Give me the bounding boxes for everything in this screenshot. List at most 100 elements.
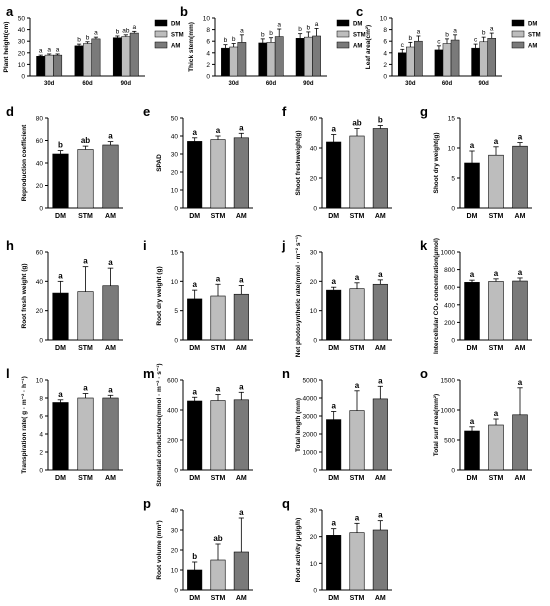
- significance-letter: a: [355, 273, 360, 282]
- x-tick-label: 90d: [121, 81, 132, 87]
- y-tick-label: 10: [171, 188, 179, 195]
- x-tick-label: DM: [189, 595, 200, 602]
- significance-letter: b: [224, 37, 228, 44]
- bar-stm: [229, 46, 239, 77]
- y-tick-label: 0: [451, 206, 455, 213]
- bar-am: [512, 145, 528, 209]
- legend-swatch-am: [336, 41, 350, 49]
- bar-am: [233, 293, 249, 341]
- panel-o: o Total surf area(mm²) 0 500 1000 1500 a DM a STM…: [420, 366, 532, 482]
- significance-letter: a: [132, 24, 136, 31]
- panel-g: g Shoot dry weight(g) 0 5 10 15 a DM a STM a AM: [420, 104, 532, 220]
- y-tick-label: 80: [36, 116, 44, 123]
- x-tick-label: DM: [467, 475, 478, 482]
- panel-label: p: [143, 496, 151, 511]
- y-tick-label: 1000: [441, 408, 456, 415]
- bar-stm: [210, 400, 226, 471]
- y-tick-label: 50: [18, 16, 26, 23]
- x-tick-label: DM: [328, 475, 339, 482]
- panel-label: f: [282, 104, 287, 119]
- bar-dm: [258, 42, 268, 77]
- bar-dm: [397, 52, 407, 77]
- significance-letter: a: [331, 402, 336, 411]
- x-tick-label: DM: [55, 213, 66, 220]
- bar-stm: [303, 36, 313, 77]
- y-tick-label: 20: [18, 50, 26, 57]
- bar-am: [237, 42, 247, 77]
- significance-letter: a: [108, 385, 113, 394]
- significance-letter: a: [518, 133, 523, 142]
- y-axis-title: Root fresh weight (g): [21, 264, 28, 329]
- significance-letter: a: [315, 21, 319, 28]
- significance-letter: a: [331, 125, 336, 134]
- significance-letter: a: [216, 274, 221, 283]
- x-tick-label: AM: [375, 213, 386, 220]
- x-tick-label: DM: [328, 213, 339, 220]
- bar-stm: [479, 41, 488, 77]
- y-tick-label: 0: [451, 468, 455, 475]
- x-tick-label: DM: [189, 345, 200, 352]
- y-tick-label: 10: [18, 62, 26, 69]
- bar-dm: [187, 569, 203, 591]
- x-tick-label: STM: [489, 213, 504, 220]
- bar-stm: [349, 410, 365, 471]
- y-tick-label: 400: [167, 408, 178, 415]
- significance-letter: a: [94, 30, 98, 37]
- significance-letter: a: [417, 28, 421, 35]
- significance-letter: b: [77, 37, 81, 44]
- x-tick-label: STM: [350, 595, 365, 602]
- x-tick-label: AM: [515, 213, 526, 220]
- y-tick-label: 8: [383, 27, 387, 34]
- bar-dm: [187, 141, 203, 209]
- bar-am: [102, 144, 119, 209]
- y-tick-label: 5000: [303, 378, 318, 385]
- bar-am: [274, 36, 284, 77]
- y-axis-title: Shoot dry weight(g): [433, 132, 440, 193]
- y-tick-label: 3000: [303, 414, 318, 421]
- significance-letter: a: [83, 257, 88, 266]
- x-tick-label: 60d: [266, 81, 277, 87]
- y-tick-label: 6: [383, 39, 387, 46]
- y-tick-label: 10: [310, 561, 318, 568]
- bar-stm: [266, 42, 276, 77]
- legend-label-dm: DM: [353, 22, 362, 28]
- y-tick-label: 40: [171, 508, 179, 515]
- significance-letter: b: [307, 24, 311, 31]
- bar-dm: [52, 292, 69, 341]
- x-tick-label: 30d: [405, 81, 416, 87]
- y-tick-label: 15: [171, 250, 179, 257]
- bar-stm: [121, 36, 131, 77]
- bar-dm: [434, 49, 444, 77]
- significance-letter: b: [409, 35, 413, 42]
- legend-label-am: AM: [528, 44, 537, 50]
- y-tick-label: 10: [171, 568, 179, 575]
- significance-letter: a: [216, 126, 221, 135]
- y-tick-label: 20: [171, 170, 179, 177]
- bar-dm: [295, 38, 305, 77]
- panel-p: p Root volume (mm³) 0 10 20 30 40 b DM ab STM a AM: [143, 496, 253, 602]
- significance-letter: a: [470, 141, 475, 150]
- y-tick-label: 0: [383, 74, 387, 81]
- significance-letter: a: [518, 378, 523, 387]
- panel-n: n Total length (mm) 0 1000 2000 3000 4000 5000 a…: [282, 366, 392, 482]
- legend-swatch-am: [511, 41, 525, 49]
- panel-k: k Intercellular CO₂ concentration(μmol) 0 2…: [420, 238, 532, 354]
- bar-am: [233, 399, 249, 471]
- x-tick-label: AM: [236, 595, 247, 602]
- y-tick-label: 0: [174, 588, 178, 595]
- y-tick-label: 0: [313, 206, 317, 213]
- significance-letter: b: [116, 28, 120, 35]
- panel-label: q: [282, 496, 290, 511]
- legend-label-stm: STM: [528, 33, 541, 39]
- significance-letter: a: [108, 258, 113, 267]
- significance-letter: b: [261, 31, 265, 38]
- legend-label-am: AM: [171, 44, 180, 50]
- significance-letter: c: [474, 37, 478, 44]
- y-tick-label: 10: [203, 16, 211, 23]
- x-tick-label: AM: [375, 595, 386, 602]
- y-tick-label: 40: [36, 161, 44, 168]
- bar-am: [372, 398, 388, 471]
